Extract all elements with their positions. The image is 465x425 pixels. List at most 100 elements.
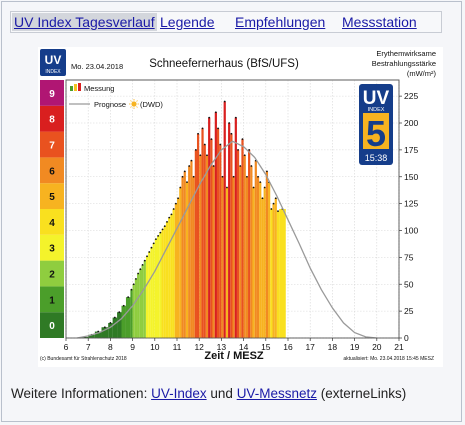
forecast-curve: [76, 140, 377, 339]
measurement-bar-10: [132, 284, 135, 338]
measurement-bar-1: [88, 334, 95, 338]
measurement-bar-26: [168, 217, 171, 338]
uv-scale-band-1: [40, 286, 64, 313]
measurement-point-16: [146, 255, 148, 258]
measurement-bar-29: [174, 203, 177, 338]
measurement-bar-40: [199, 155, 202, 338]
measurement-bar-59: [241, 139, 244, 338]
uv-scale-label-9: 9: [49, 89, 55, 100]
measurement-bar-71: [268, 182, 271, 338]
uv-index-chart: UV INDEX Mo. 23.04.2018 Schneefernerhaus…: [40, 49, 437, 362]
measurement-bar-65: [254, 160, 257, 338]
measurement-bar-68: [261, 198, 264, 338]
uv-scale-band-8: [40, 105, 64, 132]
measurement-bar-5: [112, 317, 118, 338]
measurement-bar-54: [230, 133, 233, 338]
measurement-point-37: [192, 175, 195, 178]
right-axis-title-line2: Bestrahlungsstärke: [372, 59, 436, 68]
measurement-point-72: [270, 208, 273, 210]
measurement-bar-31: [179, 187, 182, 338]
measurement-bar-75: [276, 211, 280, 338]
measurement-point-6: [118, 311, 121, 314]
measurement-bar-74: [274, 198, 277, 338]
legend-measurement: Messung: [84, 84, 114, 93]
measurement-bar-58: [239, 166, 242, 338]
x-tick-label-16: 16: [283, 342, 293, 352]
measurement-bar-12: [137, 273, 140, 338]
y-tick-label-150: 150: [404, 172, 418, 182]
x-tick-label-13: 13: [217, 342, 227, 352]
measurement-point-17: [148, 251, 151, 253]
link-uv-index[interactable]: UV-Index: [151, 386, 207, 401]
measurement-point-56: [234, 116, 237, 119]
chart-legend: Messung Prognose (DWD): [69, 83, 163, 109]
uv-scale-band-5: [40, 183, 64, 209]
uv-scale-label-7: 7: [49, 141, 55, 152]
measurement-point-24: [163, 225, 166, 228]
measurement-point-69: [263, 186, 266, 189]
measurement-point-13: [139, 268, 142, 271]
measurement-point-15: [143, 259, 146, 262]
measurement-point-12: [137, 272, 140, 275]
measurement-point-5: [113, 316, 116, 319]
measurement-bar-33: [183, 171, 186, 338]
current-uv-label: UV: [363, 88, 390, 109]
measurement-bar-57: [236, 149, 240, 338]
measurement-bar-15: [143, 260, 146, 338]
footer-suffix: (externeLinks): [320, 386, 407, 401]
measurement-bar-34: [185, 182, 189, 338]
right-axis-title-line3: (mW/m²): [407, 69, 437, 78]
measurement-bar-35: [188, 166, 191, 338]
measurement-bar-38: [194, 149, 197, 338]
tab-uv-index-tagesverlauf[interactable]: UV Index Tagesverlauf: [12, 13, 157, 31]
measurement-point-47: [214, 111, 217, 114]
measurement-point-14: [141, 264, 144, 266]
uv-scale-band-6: [40, 157, 64, 184]
measurement-point-67: [259, 181, 262, 184]
y-tick-label-125: 125: [404, 199, 418, 209]
measurement-point-35: [188, 165, 191, 167]
current-uv-value: 5: [366, 113, 386, 154]
measurement-point-33: [183, 170, 186, 173]
footer-info: Weitere Informationen: UV-Index und UV-M…: [11, 386, 406, 401]
measurement-bar-22: [159, 232, 162, 338]
measurement-point-3: [103, 326, 106, 329]
uv-scale-band-7: [40, 131, 64, 158]
measurement-bar-19: [152, 243, 155, 338]
tab-legende[interactable]: Legende: [160, 14, 215, 30]
right-axis-title-line1: Erythemwirksame: [376, 49, 436, 58]
measurement-bar-3: [101, 327, 109, 338]
tab-messstation[interactable]: Messstation: [342, 14, 417, 30]
link-uv-messnetz[interactable]: UV-Messnetz: [236, 386, 317, 401]
measurement-point-70: [266, 170, 268, 173]
y-tick-label-225: 225: [404, 91, 418, 101]
measurement-bar-7: [121, 305, 126, 338]
x-tick-label-15: 15: [261, 342, 271, 352]
y-tick-label-0: 0: [404, 333, 409, 343]
measurement-bar-61: [245, 176, 249, 338]
uv-scale-band-4: [40, 209, 64, 235]
measurement-bar-25: [165, 221, 169, 338]
measurement-bar-24: [163, 226, 166, 338]
measurement-point-43: [206, 154, 208, 157]
measurement-point-32: [181, 175, 184, 178]
footer-middle: und: [210, 386, 233, 401]
y-tick-label-50: 50: [404, 279, 414, 289]
measurement-bar-43: [205, 155, 209, 338]
y-tick-label-75: 75: [404, 252, 414, 262]
uv-scale-label-3: 3: [49, 244, 55, 255]
measurement-bar-28: [172, 209, 175, 338]
measurement-point-8: [127, 296, 130, 299]
measurement-point-64: [252, 186, 255, 189]
y-tick-label-25: 25: [404, 306, 414, 316]
uv-scale-label-2: 2: [49, 270, 55, 281]
measurement-point-40: [199, 154, 202, 157]
measurement-bar-4: [108, 322, 113, 338]
current-uv-time: 15:38: [365, 153, 388, 163]
x-tick-label-19: 19: [350, 342, 360, 352]
tab-empfehlungen[interactable]: Empfehlungen: [235, 14, 326, 30]
measurement-bar-21: [157, 235, 160, 338]
plot-border: [65, 79, 400, 339]
uv-scale-band-0: [40, 312, 64, 338]
chart-date: Mo. 23.04.2018: [71, 62, 123, 71]
